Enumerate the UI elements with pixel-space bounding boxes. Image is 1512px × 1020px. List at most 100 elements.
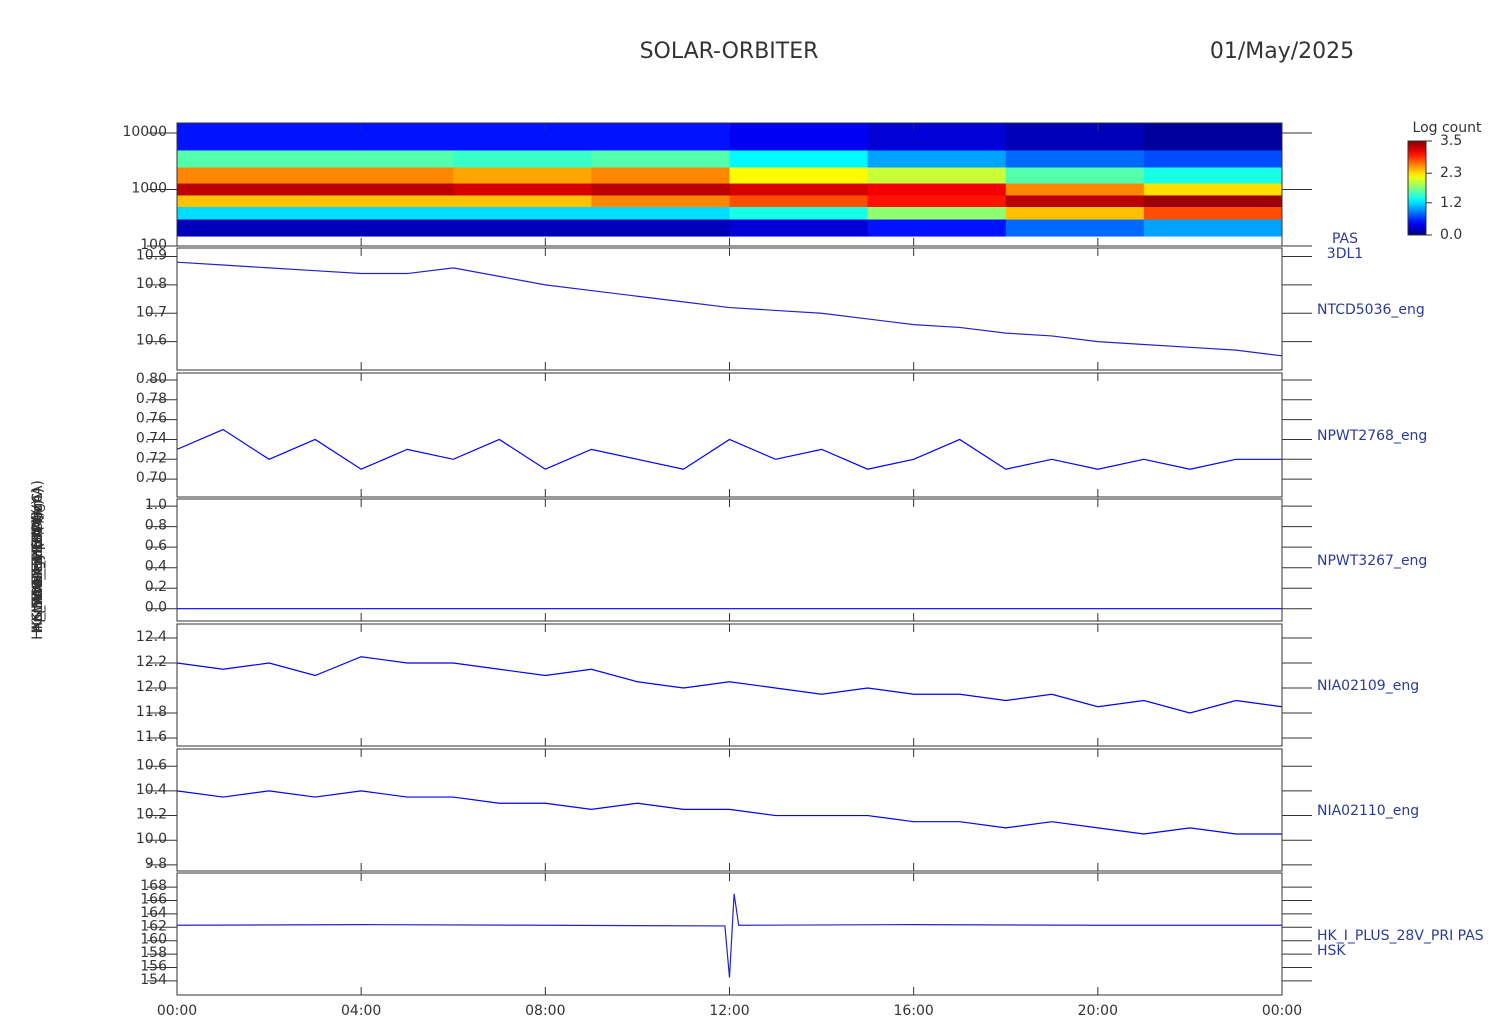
- heat-cell: [1005, 123, 1145, 151]
- y-axis-label: SWA-EAS TOP (V): [30, 499, 46, 620]
- heat-cell: [315, 166, 454, 184]
- y-tick-label: 10000: [122, 124, 167, 140]
- heat-cell: [177, 149, 316, 168]
- y-tick-label: 10.6: [136, 757, 167, 773]
- x-tick-label: 00:00: [157, 1003, 197, 1019]
- heat-cell: [867, 166, 1007, 184]
- panel-label: NIA02110_eng: [1317, 803, 1419, 819]
- panel-label: NIA02109_eng: [1317, 678, 1419, 694]
- heat-cell: [867, 219, 1007, 237]
- y-tick-label: 1000: [131, 180, 167, 196]
- y-tick-label: 166: [140, 891, 167, 907]
- y-tick-label: 0.2: [145, 579, 167, 595]
- heat-cell: [315, 206, 454, 220]
- heat-cell: [315, 149, 454, 168]
- heat-cell: [453, 149, 592, 168]
- panel-label: PAS: [1332, 231, 1358, 247]
- heat-cell: [1005, 219, 1145, 237]
- x-tick-label: 12:00: [709, 1003, 749, 1019]
- heat-cell: [453, 206, 592, 220]
- y-tick-label: 10.4: [136, 782, 167, 798]
- heat-cell: [1005, 206, 1145, 220]
- heat-cell: [729, 183, 869, 196]
- heat-cell: [315, 194, 454, 207]
- y-tick-label: 154: [140, 972, 167, 988]
- panel-label: 3DL1: [1327, 246, 1363, 262]
- heat-cell: [591, 123, 730, 151]
- panel-label: HSK: [1317, 943, 1346, 959]
- y-tick-label: 0.80: [136, 371, 167, 387]
- y-tick-label: 12.4: [136, 629, 167, 645]
- heat-cell: [867, 183, 1007, 196]
- y-tick-label: 0.8: [145, 518, 167, 534]
- y-tick-label: 10.8: [136, 276, 167, 292]
- y-tick-label: 0.0: [145, 600, 167, 616]
- line: [176, 428, 1282, 470]
- x-tick-label: 04:00: [341, 1003, 381, 1019]
- heat-cell: [315, 219, 454, 237]
- y-tick-label: 10.0: [136, 831, 167, 847]
- line: [176, 893, 1282, 978]
- line: [176, 656, 1283, 714]
- heat-cell: [729, 123, 869, 151]
- heat-cell: [177, 166, 316, 184]
- panel-frame: [176, 372, 1283, 498]
- y-tick-label: 12.2: [136, 654, 167, 670]
- y-tick-label: 11.6: [136, 729, 167, 745]
- y-axis-label: HK_IMON_PRIM (mA): [30, 488, 46, 632]
- panel-label: NPWT2768_eng: [1317, 428, 1427, 444]
- heat-cell: [1143, 219, 1283, 237]
- heat-cell: [1143, 123, 1283, 151]
- y-tick-label: 0.74: [136, 430, 167, 446]
- panel-label: NTCD5036_eng: [1317, 302, 1425, 318]
- heat-cell: [1143, 149, 1283, 168]
- x-tick-label: 16:00: [893, 1003, 933, 1019]
- y-tick-label: 11.8: [136, 704, 167, 720]
- heat-cell: [1143, 183, 1283, 196]
- heat-cell: [1143, 194, 1283, 207]
- y-tick-label: 162: [140, 918, 167, 934]
- heat-cell: [591, 194, 730, 207]
- heat-cell: [177, 183, 316, 196]
- heat-cell: [1005, 166, 1145, 184]
- panel-frame: [176, 498, 1283, 622]
- y-tick-label: 10.9: [136, 248, 167, 264]
- x-tick-label: 20:00: [1078, 1003, 1118, 1019]
- heat-cell: [729, 219, 869, 237]
- heat-cell: [729, 166, 869, 184]
- heat-cell: [453, 194, 592, 207]
- heat-cell: [591, 166, 730, 184]
- heat-cell: [1143, 166, 1283, 184]
- y-tick-label: 10.2: [136, 807, 167, 823]
- title: SOLAR-ORBITER: [640, 39, 819, 64]
- panel-label: NPWT3267_eng: [1317, 553, 1427, 569]
- heat-cell: [591, 206, 730, 220]
- y-axis-label: SWA-EAS2 (V): [30, 511, 46, 608]
- panel-frame: [176, 623, 1283, 747]
- y-tick-label: 0.70: [136, 470, 167, 486]
- y-tick-label: 100: [140, 237, 167, 253]
- colorbar-tick-label: 3.5: [1440, 133, 1462, 149]
- heat-cell: [729, 194, 869, 207]
- heat-cell: [1143, 206, 1283, 220]
- y-tick-label: 0.4: [145, 559, 167, 575]
- y-tick-label: 158: [140, 945, 167, 961]
- heat-cell: [591, 183, 730, 196]
- y-tick-label: 12.0: [136, 679, 167, 695]
- y-tick-label: 164: [140, 905, 167, 921]
- heat-cell: [867, 149, 1007, 168]
- colorbar-label: Log count: [1413, 120, 1482, 136]
- heat-cell: [177, 219, 316, 237]
- y-tick-label: 10.6: [136, 333, 167, 349]
- colorbar-tick-label: 2.3: [1440, 165, 1462, 181]
- heat-cell: [177, 206, 316, 220]
- y-tick-label: 0.78: [136, 391, 167, 407]
- heat-cell: [453, 166, 592, 184]
- heat-cell: [867, 194, 1007, 207]
- heat-cell: [591, 149, 730, 168]
- y-axis-label: Approx Temp (DegC): [30, 488, 46, 632]
- colorbar-tick-label: 1.2: [1440, 195, 1462, 211]
- date: 01/May/2025: [1210, 39, 1354, 64]
- heat-cell: [591, 219, 730, 237]
